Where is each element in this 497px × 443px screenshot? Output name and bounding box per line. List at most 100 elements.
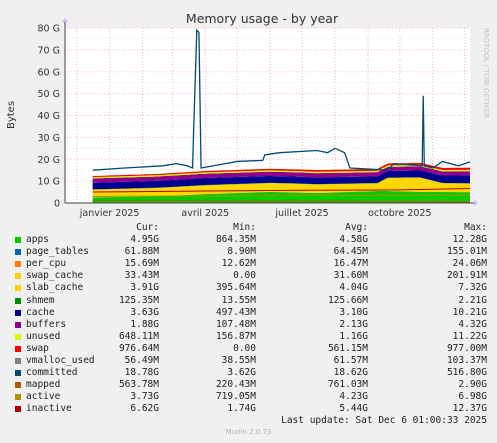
legend-header-min: Min: <box>233 222 256 233</box>
legend-avg-value: 31.60M <box>333 270 368 282</box>
legend-swatch <box>15 237 21 244</box>
legend-max-value: 11.22G <box>452 330 487 342</box>
legend-swatch <box>15 249 21 256</box>
legend-min-value: 1.74G <box>227 403 256 415</box>
line-inactive <box>92 188 471 193</box>
legend-row-unused: unused 648.11M 156.87M 1.16G 11.22G <box>0 331 497 343</box>
legend-cur-value: 56.49M <box>124 355 159 367</box>
rrdtool-watermark: RRDTOOL / TOBI OETIKER <box>482 28 490 118</box>
x-axis-arrow <box>474 200 478 206</box>
legend-series-name: shmem <box>26 294 55 306</box>
legend-cur-value: 15.69M <box>124 258 159 270</box>
y-tick-labels: 0 10 G 20 G 30 G 40 G 50 G 60 G 70 G 80 G <box>38 24 60 210</box>
legend-avg-value: 18.62G <box>333 367 368 379</box>
legend-swatch <box>15 285 21 292</box>
legend-min-value: 0.00 <box>233 342 256 354</box>
y-tick-label: 80 G <box>38 24 60 35</box>
legend-cur-value: 1.88G <box>130 318 159 330</box>
legend-min-value: 220.43M <box>215 379 256 391</box>
x-tick-label: avril 2025 <box>181 208 229 219</box>
legend-swatch <box>15 370 21 377</box>
legend-avg-value: 761.03M <box>327 379 368 391</box>
legend-max-value: 155.01M <box>446 246 487 258</box>
legend-avg-value: 3.10G <box>339 306 368 318</box>
legend-max-value: 7.32G <box>458 282 487 294</box>
legend-series-name: unused <box>26 330 61 342</box>
line-active <box>92 194 471 197</box>
area-slab-cache <box>92 177 470 198</box>
legend-row-committed: committed 18.78G 3.62G 18.62G 516.80G <box>0 367 497 379</box>
legend-cur-value: 563.78M <box>118 379 159 391</box>
legend-avg-value: 4.23G <box>339 391 368 403</box>
legend-max-value: 201.91M <box>446 270 487 282</box>
legend-row-vmalloc-used: vmalloc_used 56.49M 38.55M 61.57M 103.37M <box>0 355 497 367</box>
legend-row-per-cpu: per_cpu 15.69M 12.62M 16.47M 24.06M <box>0 258 497 270</box>
legend-swatch <box>15 309 21 316</box>
legend-min-value: 12.62M <box>221 258 256 270</box>
legend-avg-value: 1.16G <box>339 330 368 342</box>
legend-min-value: 13.55M <box>221 294 256 306</box>
legend-cur-value: 4.95G <box>130 234 159 246</box>
legend-series-name: mapped <box>26 379 61 391</box>
y-axis-label: Bytes <box>6 101 17 129</box>
legend-swatch <box>15 321 21 328</box>
legend-cur-value: 18.78G <box>124 367 159 379</box>
legend-min-value: 0.00 <box>233 270 256 282</box>
line-committed <box>92 28 471 171</box>
legend-min-value: 864.35M <box>215 234 256 246</box>
generator-credit: Munin 2.0.73 <box>225 428 272 436</box>
x-tick-label: octobre 2025 <box>368 208 431 219</box>
legend-max-value: 103.37M <box>446 355 487 367</box>
legend-row-apps: apps 4.95G 864.35M 4.58G 12.28G <box>0 234 497 246</box>
y-tick-label: 60 G <box>38 67 60 78</box>
legend-avg-value: 4.58G <box>339 234 368 246</box>
legend-avg-value: 4.04G <box>339 282 368 294</box>
y-tick-label: 20 G <box>38 155 60 166</box>
legend-cur-value: 3.91G <box>130 282 159 294</box>
legend-max-value: 2.21G <box>458 294 487 306</box>
legend-swatch <box>15 333 21 340</box>
legend-row-shmem: shmem 125.35M 13.55M 125.66M 2.21G <box>0 295 497 307</box>
area-unused <box>92 164 470 179</box>
legend-max-value: 516.80G <box>446 367 487 379</box>
y-tick-label: 10 G <box>38 177 60 188</box>
chart-title: Memory usage - by year <box>186 11 339 26</box>
legend-min-value: 38.55M <box>221 355 256 367</box>
legend-max-value: 4.32G <box>458 318 487 330</box>
legend-swatch <box>15 358 21 365</box>
legend-swatch <box>15 261 21 268</box>
legend-min-value: 156.87M <box>215 330 256 342</box>
legend-avg-value: 125.66M <box>327 294 368 306</box>
legend-max-value: 977.00M <box>446 342 487 354</box>
legend-swatch <box>15 406 21 413</box>
legend-max-value: 12.28G <box>452 234 487 246</box>
x-tick-label: juillet 2025 <box>274 208 328 219</box>
legend: Cur: Min: Avg: Max: apps 4.95G 864.35M 4.58… <box>0 222 497 416</box>
y-tick-label: 30 G <box>38 133 60 144</box>
legend-series-name: slab_cache <box>26 282 84 294</box>
last-update: Last update: Sat Dec 6 01:00:33 2025 <box>281 415 487 426</box>
legend-rows: apps 4.95G 864.35M 4.58G 12.28G page_tables 61… <box>0 234 497 415</box>
area-buffers <box>92 166 470 183</box>
y-tick-label: 40 G <box>38 111 60 122</box>
legend-max-value: 12.37G <box>452 403 487 415</box>
legend-row-mapped: mapped 563.78M 220.43M 761.03M 2.90G <box>0 379 497 391</box>
legend-series-name: apps <box>26 234 49 246</box>
legend-cur-value: 976.64M <box>118 342 159 354</box>
legend-series-name: swap_cache <box>26 270 84 282</box>
legend-row-active: active 3.73G 719.05M 4.23G 6.98G <box>0 391 497 403</box>
legend-swatch <box>15 394 21 401</box>
legend-row-inactive: inactive 6.62G 1.74G 5.44G 12.37G <box>0 403 497 415</box>
legend-min-value: 719.05M <box>215 391 256 403</box>
legend-row-swap: swap 976.64M 0.00 561.15M 977.00M <box>0 343 497 355</box>
legend-max-value: 24.06M <box>452 258 487 270</box>
memory-usage-chart: 0 10 G 20 G 30 G 40 G 50 G 60 G 70 G 80 G janvie… <box>6 11 490 219</box>
legend-cur-value: 3.63G <box>130 306 159 318</box>
y-tick-label: 0 <box>54 199 60 210</box>
legend-avg-value: 16.47M <box>333 258 368 270</box>
y-tick-label: 50 G <box>38 89 60 100</box>
legend-cur-value: 125.35M <box>118 294 159 306</box>
legend-row-slab-cache: slab_cache 3.91G 395.64M 4.04G 7.32G <box>0 282 497 294</box>
axes <box>62 18 478 206</box>
area-apps <box>92 190 470 203</box>
